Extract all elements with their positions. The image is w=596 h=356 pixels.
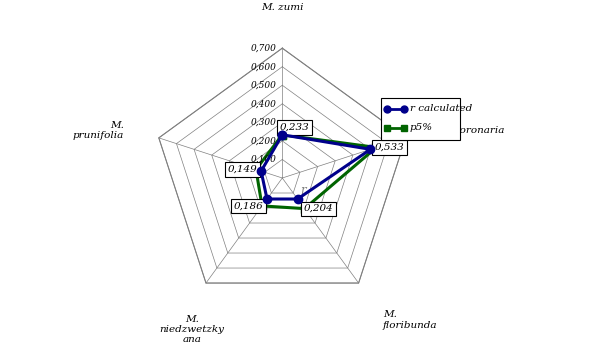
Text: M.
prunifolia: M. prunifolia bbox=[73, 121, 124, 140]
Text: M.coronaria: M.coronaria bbox=[440, 126, 505, 135]
Text: r: r bbox=[300, 184, 306, 197]
Text: 0,186: 0,186 bbox=[234, 201, 263, 210]
Text: r calculated: r calculated bbox=[410, 104, 472, 114]
Text: 0,200: 0,200 bbox=[251, 136, 277, 145]
Text: p5%: p5% bbox=[410, 123, 433, 132]
Text: 0,149: 0,149 bbox=[228, 165, 257, 174]
Text: M.
floribunda: M. floribunda bbox=[383, 310, 437, 330]
Text: 0,600: 0,600 bbox=[251, 62, 277, 71]
Text: 0,100: 0,100 bbox=[251, 155, 277, 164]
Text: 0,204: 0,204 bbox=[303, 204, 333, 213]
Bar bbox=[381, 98, 460, 140]
Text: M.
niedzwetzky
ana: M. niedzwetzky ana bbox=[160, 314, 225, 344]
Text: 0,533: 0,533 bbox=[375, 143, 405, 152]
Text: M. zumi: M. zumi bbox=[261, 3, 303, 12]
Text: 0,300: 0,300 bbox=[251, 118, 277, 127]
Text: 0,700: 0,700 bbox=[251, 44, 277, 53]
Text: 0,233: 0,233 bbox=[280, 123, 310, 132]
Text: 0,400: 0,400 bbox=[251, 99, 277, 108]
Text: 0,500: 0,500 bbox=[251, 81, 277, 90]
